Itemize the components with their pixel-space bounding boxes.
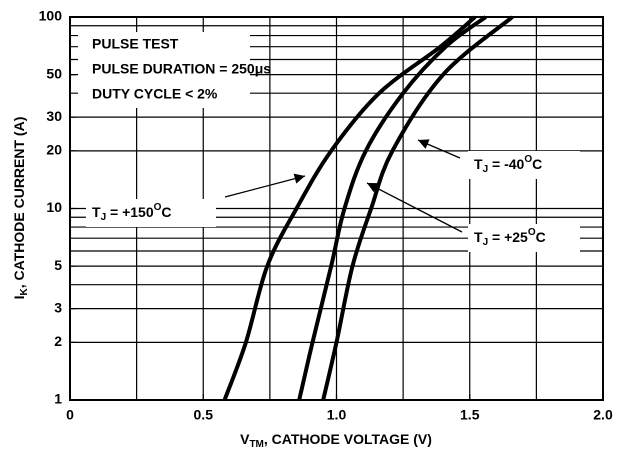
x-tick-label: 0.5 — [194, 407, 214, 423]
text-part: T — [474, 156, 483, 172]
text-part: V — [240, 431, 250, 447]
text-part: = -40 — [488, 156, 524, 172]
x-tick-label: 1.0 — [327, 407, 347, 423]
arrow — [417, 139, 461, 159]
note: PULSE TEST — [92, 36, 179, 52]
text-part: C — [161, 204, 171, 220]
text-part: , CATHODE VOLTAGE (V) — [264, 431, 432, 447]
text-part: O — [524, 154, 532, 165]
label-box — [86, 199, 216, 227]
x-tick-label: 1.5 — [460, 407, 480, 423]
text-part: TM — [249, 439, 263, 450]
text-part: J — [483, 164, 489, 175]
arrow — [224, 173, 306, 198]
note: DUTY CYCLE < 2% — [92, 86, 218, 102]
y-tick-label: 100 — [39, 8, 63, 24]
y-axis-label: IK, CATHODE CURRENT (A) — [11, 117, 30, 300]
text-part: J — [483, 237, 489, 248]
y-tick-label: 1 — [54, 391, 62, 407]
y-tick-label: 30 — [46, 108, 62, 124]
series-label: TJ = +150OC — [92, 202, 172, 223]
text-part: K — [19, 287, 30, 295]
text-part: J — [101, 212, 107, 223]
curve — [297, 15, 487, 401]
series-label: TJ = -40OC — [474, 154, 542, 175]
text-part: = +25 — [488, 229, 528, 245]
text-part: T — [92, 204, 101, 220]
text-part: C — [532, 156, 542, 172]
y-tick-label: 5 — [54, 257, 62, 273]
curve — [222, 15, 477, 401]
y-tick-label: 2 — [54, 333, 62, 349]
arrow — [366, 182, 463, 233]
y-tick-label: 3 — [54, 299, 62, 315]
note: PULSE DURATION = 250μs — [92, 61, 271, 77]
label-box — [468, 224, 580, 252]
text-part: T — [474, 229, 483, 245]
label-box — [468, 151, 580, 179]
notes-box — [78, 32, 250, 108]
text-part: O — [528, 227, 536, 238]
curve — [321, 15, 514, 401]
x-tick-label: 2.0 — [593, 407, 613, 423]
y-tick-label: 20 — [46, 142, 62, 158]
series-label: TJ = +25OC — [474, 227, 546, 248]
y-tick-label: 50 — [46, 65, 62, 81]
text-part: I — [11, 295, 27, 299]
x-axis-label: VTM, CATHODE VOLTAGE (V) — [240, 431, 432, 450]
text-part: = +150 — [106, 204, 154, 220]
x-tick-label: 0 — [66, 407, 74, 423]
text-part: , CATHODE CURRENT (A) — [11, 117, 27, 289]
y-tick-label: 10 — [46, 199, 62, 215]
text-part: O — [154, 202, 162, 213]
text-part: C — [536, 229, 546, 245]
